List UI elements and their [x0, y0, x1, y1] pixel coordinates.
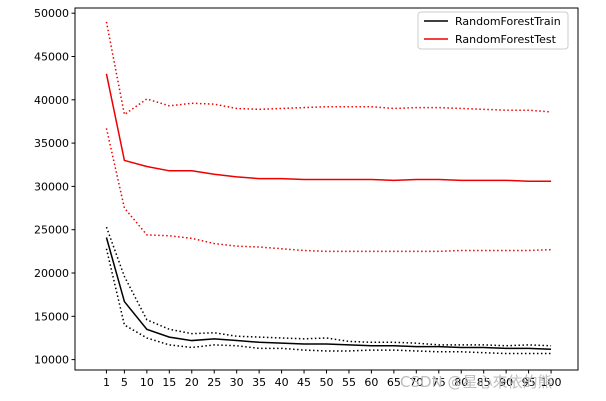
x-tick-label: 5 [121, 376, 128, 389]
legend-label: RandomForestTest [455, 33, 557, 46]
x-tick-label: 50 [320, 376, 334, 389]
x-tick-label: 90 [499, 376, 513, 389]
y-tick-label: 25000 [34, 224, 69, 237]
y-tick-label: 40000 [34, 94, 69, 107]
series-line-1 [105, 226, 552, 347]
x-tick-label: 25 [207, 376, 221, 389]
y-tick-label: 20000 [34, 267, 69, 280]
x-tick-label: 20 [185, 376, 199, 389]
x-axis: 1 5 10 15 20 25 30 35 40 45 50 55 60 65 70 75 80 85 90 95 10… [103, 370, 562, 389]
x-tick-label: 80 [454, 376, 468, 389]
series-line-3 [105, 73, 552, 182]
x-tick-label: 45 [297, 376, 311, 389]
legend: RandomForestTrain RandomForestTest [417, 11, 569, 50]
watermark-text: CSDN @星心來依的熊 [400, 373, 553, 391]
legend-box [417, 11, 569, 50]
series-line-0 [105, 237, 552, 350]
x-tick-label: 75 [432, 376, 446, 389]
plot-lines [105, 21, 552, 355]
y-tick-label: 10000 [34, 354, 69, 367]
x-tick-label: 35 [252, 376, 266, 389]
x-tick-label: 95 [522, 376, 536, 389]
x-tick-label: 15 [162, 376, 176, 389]
x-tick-label: 70 [409, 376, 423, 389]
x-tick-label: 10 [140, 376, 154, 389]
x-tick-label: 1 [103, 376, 110, 389]
x-tick-label: 85 [477, 376, 491, 389]
legend-label: RandomForestTrain [455, 15, 561, 28]
x-tick-label: 100 [541, 376, 562, 389]
y-tick-label: 35000 [34, 137, 69, 150]
x-tick-label: 30 [230, 376, 244, 389]
x-tick-label: 55 [342, 376, 356, 389]
y-tick-label: 15000 [34, 310, 69, 323]
series-line-5 [105, 128, 552, 253]
y-tick-label: 50000 [34, 7, 69, 20]
series-line-2 [105, 248, 552, 355]
series-line-4 [105, 21, 552, 116]
plot-frame [74, 7, 579, 371]
y-tick-label: 45000 [34, 50, 69, 63]
x-tick-label: 60 [364, 376, 378, 389]
y-tick-label: 30000 [34, 180, 69, 193]
x-tick-label: 40 [275, 376, 289, 389]
y-axis: 10000 15000 20000 25000 30000 35000 40000 45000… [34, 7, 75, 367]
x-tick-label: 65 [387, 376, 401, 389]
